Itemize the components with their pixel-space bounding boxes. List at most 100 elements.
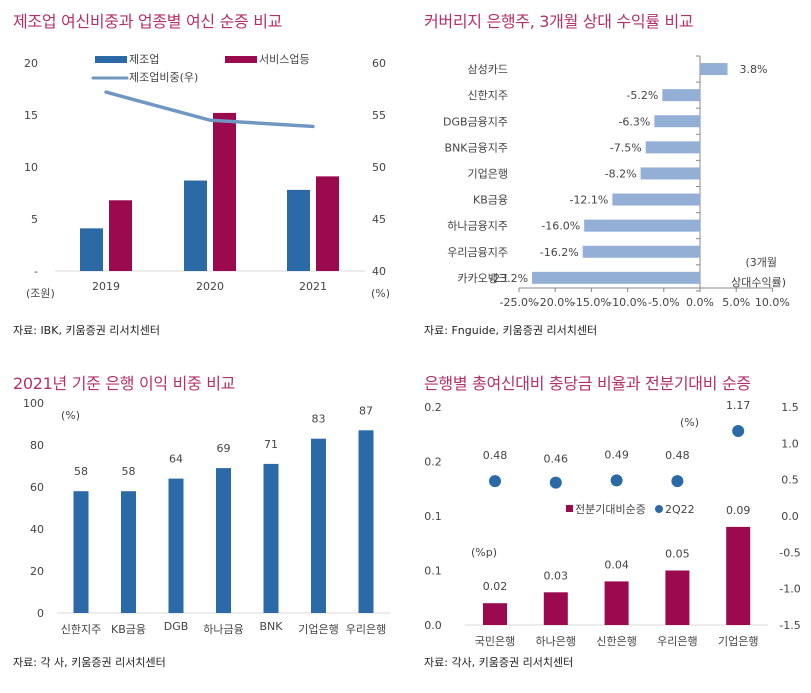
y-tick-label: 20 — [30, 565, 44, 578]
chart-title: 제조업 여신비중과 업종별 여신 순증 비교 — [13, 12, 283, 31]
bar-data-label: 0.04 — [604, 558, 629, 571]
data-label: -16.0% — [541, 220, 580, 233]
data-label: 87 — [359, 404, 373, 417]
x-tick-label: -20.0% — [536, 296, 575, 309]
bar — [73, 491, 89, 613]
bar-services — [109, 200, 132, 271]
chart-title: 2021년 기준 은행 이익 비중 비교 — [13, 374, 236, 393]
legend-label: 제조업비중(우) — [129, 71, 198, 84]
bar — [612, 193, 700, 206]
x-tick-label: -15.0% — [572, 296, 611, 309]
left-tick-label: 0.2 — [424, 401, 442, 414]
right-tick-label: 60 — [372, 57, 386, 70]
x-tick-label: 2021 — [299, 280, 327, 293]
data-label: -23.2% — [489, 272, 528, 285]
bar-qoq-change — [483, 603, 507, 625]
right-axis-unit: (%) — [680, 416, 699, 429]
data-label: -7.5% — [610, 141, 642, 154]
dot-data-label: 0.48 — [665, 449, 690, 462]
bar — [700, 63, 728, 76]
x-tick-label: 우리은행 — [657, 635, 697, 648]
data-label: -6.3% — [618, 115, 650, 128]
x-tick-label: 하나금융 — [203, 622, 243, 636]
bar — [263, 463, 279, 613]
bar-data-label: 0.03 — [544, 569, 569, 582]
category-label: 삼성카드 — [468, 63, 508, 76]
data-label: 83 — [312, 413, 326, 426]
data-label: 64 — [169, 453, 183, 466]
x-tick-label: -25.0% — [500, 296, 539, 309]
x-tick-label: 2019 — [92, 280, 120, 293]
right-tick-label: 0.5 — [781, 474, 799, 487]
chart-source: 자료: 각 사, 키움증권 리서치센터 — [13, 656, 166, 669]
category-label: KB금융 — [473, 194, 508, 207]
category-label: 신한지주 — [468, 89, 508, 102]
x-tick-label: 국민은행 — [475, 635, 515, 648]
legend-swatch-2q22 — [655, 505, 663, 513]
bar — [662, 89, 700, 102]
right-tick-label: 1.5 — [781, 401, 799, 414]
y-tick-label: 0 — [37, 607, 44, 620]
right-tick-label: 55 — [372, 109, 386, 122]
chart-source: 자료: IBK, 키움증권 리서치센터 — [13, 324, 161, 337]
x-tick-label: KB금융 — [111, 623, 146, 636]
category-label: 기업은행 — [468, 167, 508, 180]
dot-2q22 — [549, 476, 562, 489]
left-tick-label: 0.1 — [424, 565, 442, 578]
legend-swatch-services — [225, 56, 257, 63]
y-tick-label: 100 — [23, 397, 44, 410]
x-axis-label: 상대수익률) — [731, 276, 786, 289]
bar — [584, 219, 700, 232]
bar-qoq-change — [726, 526, 751, 625]
bar-services — [316, 176, 339, 271]
chart-title: 은행별 총여신대비 충당금 비율과 전분기대비 순증 — [424, 374, 751, 393]
bar — [311, 438, 326, 613]
x-tick-label: 신한은행 — [596, 635, 636, 648]
chart-plot: -25.0%-20.0%-15.0%-10.0% -5.0% 0.0% 5.0% 10.… — [443, 55, 790, 309]
bar — [654, 115, 700, 128]
right-tick-label: -0.5 — [779, 546, 800, 559]
dot-2q22 — [732, 424, 745, 437]
line-manufacturing-share — [104, 90, 315, 129]
dot-data-label: 0.49 — [604, 448, 629, 461]
right-tick-label: 40 — [372, 265, 386, 278]
left-tick-label: 0.1 — [424, 510, 442, 523]
chart-plot: 0 20 40 60 80 100 (%) 58 신한지주 58 KB금융 64 DGB 69 하나금융 71… — [23, 397, 390, 636]
x-tick-label: 하나은행 — [536, 634, 576, 648]
category-label: 카카오뱅크 — [457, 272, 508, 285]
y-tick-label: 80 — [30, 439, 44, 452]
chart-plot: - 5 10 15 20 40 45 50 55 60 (조원) (%) 2019 2020 2021 제조업… — [24, 53, 390, 300]
legend-swatch-manufacturing — [95, 56, 127, 63]
bar — [358, 430, 374, 613]
bar-qoq-change — [543, 592, 568, 625]
left-axis-unit: (%p) — [471, 546, 497, 559]
x-tick-label: -10.0% — [608, 296, 647, 309]
dot-data-label: 0.48 — [483, 449, 508, 462]
bar-data-label: 0.05 — [665, 548, 690, 561]
data-label: -16.2% — [540, 246, 579, 259]
left-tick-label: 15 — [24, 109, 38, 122]
chart-provision-ratio: 은행별 총여신대비 충당금 비율과 전분기대비 순증 0.0 0.1 0.1 0.2 0… — [405, 345, 811, 693]
dot-2q22 — [489, 475, 501, 488]
chart-source: 자료: 각사, 키움증권 리서치센터 — [424, 656, 574, 669]
right-tick-label: 45 — [372, 213, 386, 226]
data-label: 3.8% — [740, 63, 768, 76]
data-label: 69 — [217, 442, 231, 455]
legend-label: 제조업 — [129, 53, 159, 66]
y-axis-unit: (%) — [61, 409, 80, 422]
dot-2q22 — [671, 475, 684, 488]
bar-services — [213, 112, 236, 271]
legend-label: 2Q22 — [665, 503, 695, 516]
data-label: -12.1% — [569, 194, 608, 207]
category-label: BNK금융지주 — [445, 141, 508, 154]
left-tick-label: 0.2 — [424, 456, 442, 469]
right-tick-label: -1.5 — [779, 619, 800, 632]
right-tick-label: 50 — [372, 161, 386, 174]
bar — [645, 141, 700, 154]
chart-manufacturing-loans: 제조업 여신비중과 업종별 여신 순증 비교 - 5 10 15 20 40 45 50 55 6… — [0, 0, 405, 345]
chart-source: 자료: Fnguide, 키움증권 리서치센터 — [424, 324, 598, 337]
x-tick-label: -5.0% — [648, 296, 680, 309]
legend-label: 서비스업등 — [259, 53, 310, 66]
dot-2q22 — [610, 474, 623, 487]
category-label: 하나금융지주 — [447, 219, 508, 233]
